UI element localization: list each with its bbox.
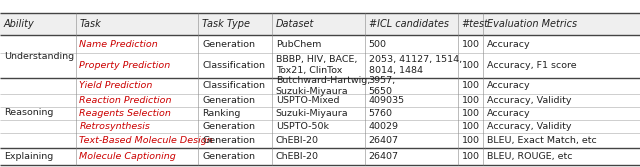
- Text: Generation: Generation: [202, 136, 255, 145]
- Text: Ranking: Ranking: [202, 109, 241, 118]
- Text: Accuracy, Validity: Accuracy, Validity: [487, 96, 572, 105]
- Text: 100: 100: [461, 96, 479, 105]
- Text: Reagents Selection: Reagents Selection: [79, 109, 172, 118]
- Text: 100: 100: [461, 122, 479, 131]
- Text: BLEU, Exact Match, etc: BLEU, Exact Match, etc: [487, 136, 596, 145]
- Text: Generation: Generation: [202, 152, 255, 161]
- Text: #test: #test: [461, 19, 488, 29]
- Text: Suzuki-Miyaura: Suzuki-Miyaura: [276, 109, 348, 118]
- Text: Generation: Generation: [202, 40, 255, 48]
- Text: #ICL candidates: #ICL candidates: [369, 19, 449, 29]
- Text: Yield Prediction: Yield Prediction: [79, 81, 153, 90]
- Text: Evaluation Metrics: Evaluation Metrics: [487, 19, 577, 29]
- Text: Reaction Prediction: Reaction Prediction: [79, 96, 172, 105]
- Text: Accuracy, Validity: Accuracy, Validity: [487, 122, 572, 131]
- Text: 40029: 40029: [369, 122, 399, 131]
- Text: BLEU, ROUGE, etc: BLEU, ROUGE, etc: [487, 152, 573, 161]
- Text: ChEBI-20: ChEBI-20: [276, 152, 319, 161]
- Bar: [0, 13, 640, 35]
- Text: 2053, 41127, 1514,
8014, 1484: 2053, 41127, 1514, 8014, 1484: [369, 55, 462, 75]
- Text: Retrosynthesis: Retrosynthesis: [79, 122, 150, 131]
- Text: 500: 500: [369, 40, 387, 48]
- Text: 3957,
5650: 3957, 5650: [369, 76, 396, 96]
- Text: 26407: 26407: [369, 136, 399, 145]
- Text: Task Type: Task Type: [202, 19, 250, 29]
- Text: Butchward-Hartwig,
Suzuki-Miyaura: Butchward-Hartwig, Suzuki-Miyaura: [276, 76, 370, 96]
- Text: Property Prediction: Property Prediction: [79, 61, 171, 70]
- Text: 409035: 409035: [369, 96, 404, 105]
- Text: BBBP, HIV, BACE,
Tox21, ClinTox: BBBP, HIV, BACE, Tox21, ClinTox: [276, 55, 357, 75]
- Text: 5760: 5760: [369, 109, 393, 118]
- Text: 100: 100: [461, 152, 479, 161]
- Text: Accuracy, F1 score: Accuracy, F1 score: [487, 61, 577, 70]
- Text: Accuracy: Accuracy: [487, 109, 531, 118]
- Text: Molecule Captioning: Molecule Captioning: [79, 152, 176, 161]
- Text: Accuracy: Accuracy: [487, 81, 531, 90]
- Text: Generation: Generation: [202, 122, 255, 131]
- Text: 100: 100: [461, 81, 479, 90]
- Text: Generation: Generation: [202, 96, 255, 105]
- Text: 26407: 26407: [369, 152, 399, 161]
- Text: Name Prediction: Name Prediction: [79, 40, 158, 48]
- Text: Accuracy: Accuracy: [487, 40, 531, 48]
- Text: USPTO-50k: USPTO-50k: [276, 122, 329, 131]
- Text: 100: 100: [461, 109, 479, 118]
- Text: 100: 100: [461, 61, 479, 70]
- Text: Classification: Classification: [202, 61, 265, 70]
- Text: Task: Task: [79, 19, 101, 29]
- Text: Reasoning: Reasoning: [4, 108, 53, 117]
- Text: Understanding: Understanding: [4, 52, 74, 61]
- Text: Ability: Ability: [4, 19, 35, 29]
- Text: Explaining: Explaining: [4, 152, 53, 161]
- Text: Text-Based Molecule Design: Text-Based Molecule Design: [79, 136, 213, 145]
- Text: Dataset: Dataset: [276, 19, 314, 29]
- Text: Classification: Classification: [202, 81, 265, 90]
- Text: 100: 100: [461, 136, 479, 145]
- Text: USPTO-Mixed: USPTO-Mixed: [276, 96, 339, 105]
- Text: ChEBI-20: ChEBI-20: [276, 136, 319, 145]
- Text: PubChem: PubChem: [276, 40, 321, 48]
- Text: 100: 100: [461, 40, 479, 48]
